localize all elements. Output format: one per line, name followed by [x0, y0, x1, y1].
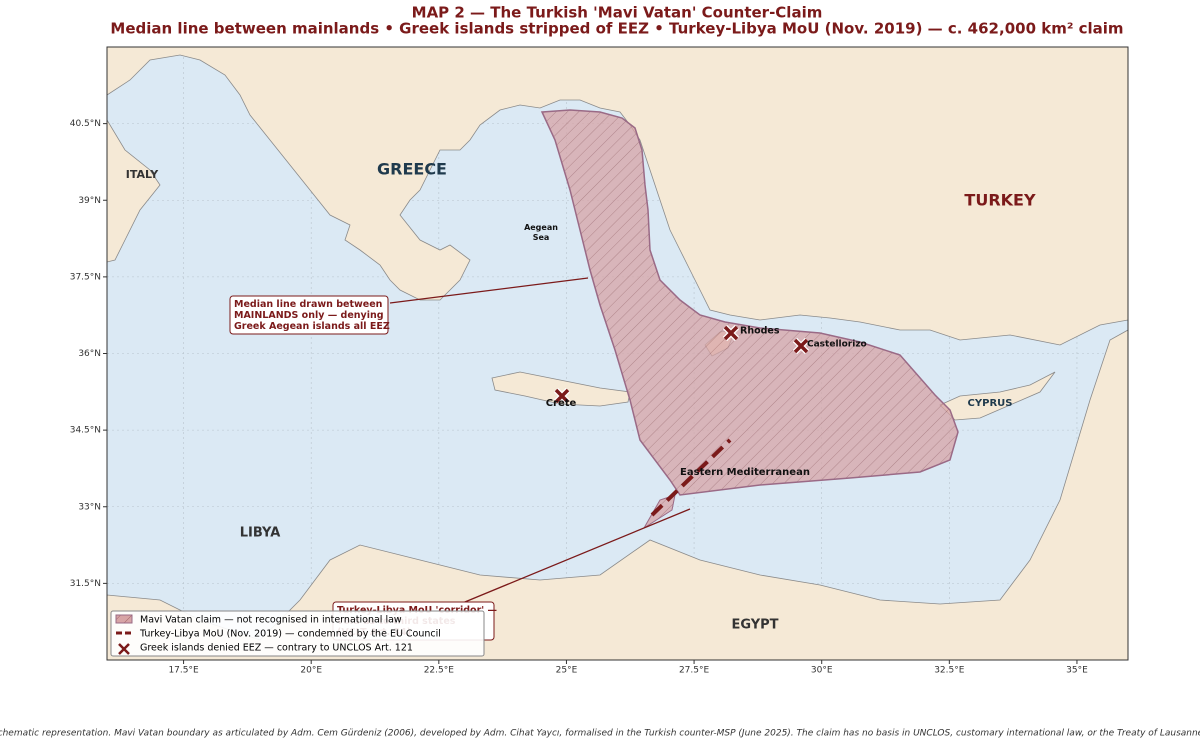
place-label: ITALY: [126, 168, 160, 181]
subtitle: Median line between mainlands • Greek is…: [110, 20, 1123, 38]
label-line: Sea: [533, 233, 550, 242]
y-tick-label: 40.5°N: [70, 119, 101, 129]
y-tick-label: 36°N: [78, 349, 101, 359]
y-tick-label: 31.5°N: [70, 579, 101, 589]
y-tick-label: 37.5°N: [70, 272, 101, 282]
legend-swatch: [118, 643, 130, 655]
mou-line: [650, 438, 732, 517]
y-tick-label: 39°N: [78, 196, 101, 206]
marker-rhodes: [722, 324, 740, 342]
place-label: TURKEY: [964, 191, 1036, 210]
cyprus: [939, 371, 1056, 421]
annotation-line: Median line drawn between: [234, 299, 383, 310]
x-tick-label: 17.5°E: [168, 666, 199, 676]
map-labels: ITALY GREECE TURKEY CYPRUS Rhodes Castelloriz…: [126, 160, 1036, 633]
annotation-line: Greek Aegean islands all EEZ: [234, 321, 390, 332]
map-area: [107, 47, 1128, 660]
crete: [491, 371, 631, 407]
land-north: [107, 47, 1128, 346]
x-tick-label: 32.5°E: [934, 666, 965, 676]
place-label: GREECE: [377, 160, 447, 179]
footnote: Schematic representation. Mavi Vatan bou…: [0, 729, 1200, 739]
place-label: Crete: [546, 398, 577, 409]
legend-label: Turkey-Libya MoU (Nov. 2019) — condemned…: [139, 629, 441, 640]
italy: [107, 119, 161, 263]
place-label: Eastern Mediterranean: [680, 467, 810, 478]
x-tick-label: 22.5°E: [424, 666, 455, 676]
annotation-1: Median line drawn between MAINLANDS only …: [229, 295, 390, 335]
legend-label: Mavi Vatan claim — not recognised in int…: [140, 615, 402, 626]
legend: Mavi Vatan claim — not recognised in int…: [110, 610, 485, 657]
legend-swatch: [115, 614, 133, 624]
annotation-line: Turkey-Libya MoU 'corridor' —: [337, 605, 497, 616]
y-tick-label: 34.5°N: [70, 426, 101, 436]
place-label: Castellorizo: [807, 340, 867, 350]
annotation-arrow: [459, 508, 691, 605]
africa: [107, 329, 1128, 660]
x-tick-label: 20°E: [300, 666, 322, 676]
title: MAP 2 — The Turkish 'Mavi Vatan' Counter…: [412, 4, 823, 22]
annotation-text: Median line drawn between MAINLANDS only …: [234, 299, 390, 332]
place-label: EGYPT: [731, 618, 778, 633]
x-tick-label: 25°E: [556, 666, 578, 676]
marker-castellorizo: [792, 337, 810, 355]
annotation-line: MAINLANDS only — denying: [234, 310, 384, 321]
place-label: CYPRUS: [968, 398, 1013, 409]
x-tick-label: 35°E: [1066, 666, 1088, 676]
label-line: Aegean: [524, 223, 558, 232]
x-tick-label: 30°E: [811, 666, 833, 676]
legend-label: Greek islands denied EEZ — contrary to U…: [140, 643, 413, 654]
y-tick-label: 33°N: [78, 502, 101, 512]
marker-crete: [553, 387, 571, 405]
x-tick-label: 27.5°E: [679, 666, 710, 676]
annotation-arrow: [389, 277, 589, 304]
place-label: Rhodes: [740, 326, 780, 337]
place-label: LIBYA: [240, 526, 281, 541]
mavi-vatan-claim: [540, 109, 959, 496]
place-label: Aegean Sea: [524, 223, 558, 242]
